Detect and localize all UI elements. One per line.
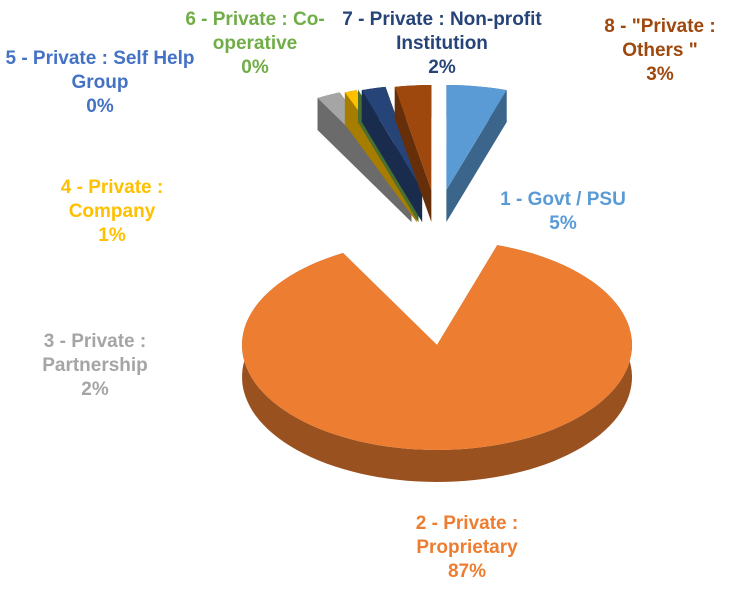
value-label: 87% [447,561,487,582]
slice-top [361,86,423,190]
pie-slice [446,85,507,222]
value-label: 1% [98,225,126,246]
slice-label: 4 - Private : Company 1% [37,176,187,248]
category-label: 4 - Private : Company [60,177,164,222]
pie-slice [361,86,423,223]
category-label: 6 - Private : Co-operative [185,9,325,54]
category-label: 7 - Private : Non-profit Institution [342,9,542,54]
slice-edge [446,90,507,222]
slice-label: 8 - "Private : Others " 3% [585,15,735,87]
value-label: 0% [241,57,269,78]
slice-label: 7 - Private : Non-profit Institution 2% [342,8,542,80]
value-label: 2% [81,379,109,400]
slice-edge [361,90,423,222]
value-label: 3% [646,64,674,85]
slice-top [394,85,432,190]
value-label: 5% [549,213,577,234]
pie-slice [242,245,632,482]
slice-label: 6 - Private : Co-operative 0% [163,8,348,80]
slice-top [242,245,632,450]
slice-top [446,85,507,190]
category-label: 1 - Govt / PSU [500,189,626,210]
category-label: 3 - Private : Partnership [42,331,148,376]
value-label: 2% [428,57,456,78]
slice-label: 5 - Private : Self Help Group 0% [3,47,198,119]
slice-edge [317,97,412,222]
pie-slice [394,85,432,223]
slice-label: 1 - Govt / PSU 5% [463,188,663,236]
category-label: 2 - Private : Proprietary [415,513,519,558]
slice-edge [394,86,432,223]
category-label: 8 - "Private : Others " [604,16,716,61]
slice-label: 3 - Private : Partnership 2% [20,330,170,402]
value-label: 0% [86,96,114,117]
category-label: 5 - Private : Self Help Group [5,48,195,93]
slice-label: 2 - Private : Proprietary 87% [392,512,542,584]
